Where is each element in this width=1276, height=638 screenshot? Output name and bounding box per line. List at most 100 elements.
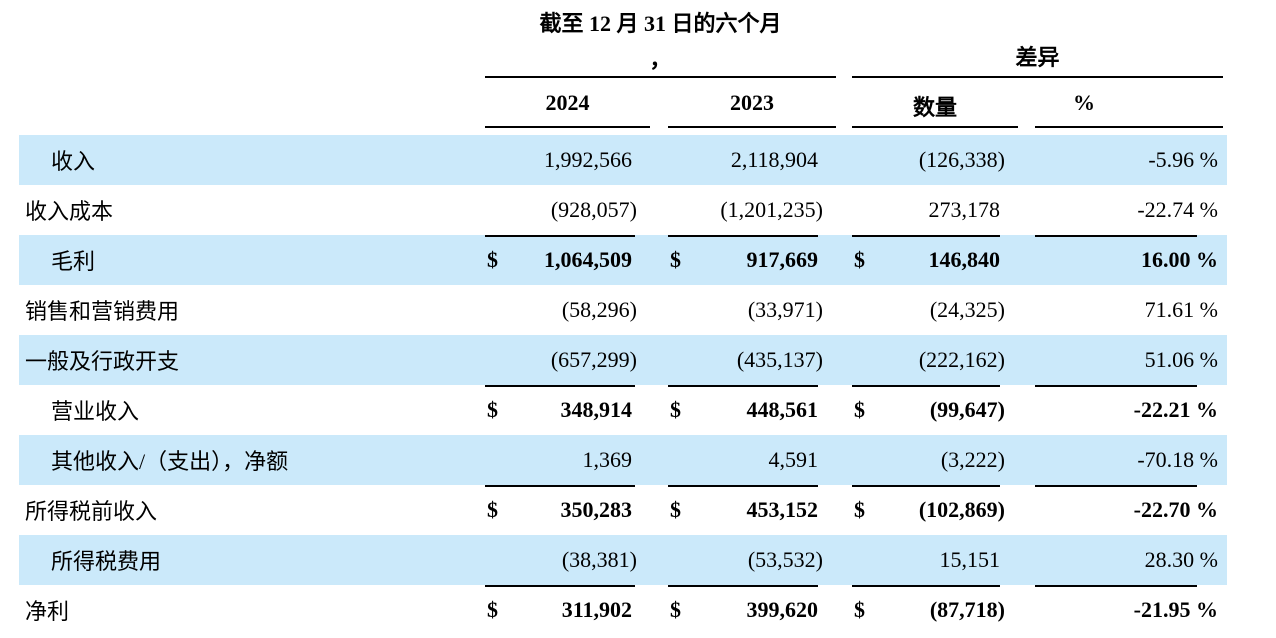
value-2023: 453,152 [746,497,819,522]
cell-diff-percent: 51.06 % [1035,335,1223,385]
value-2023: (435,137) [736,347,823,372]
diff-percent: -21.95 % [1133,597,1218,622]
column-rule-amount [852,126,1018,128]
column-header-2023: 2023 [730,90,774,115]
value-2024: 348,914 [560,397,633,422]
cell-diff-percent: -5.96 % [1035,135,1223,185]
value-2023: 2,118,904 [730,147,818,172]
dollar-sign: $ [670,397,681,422]
diff-amount: 146,840 [928,247,1001,272]
diff-percent: -70.18 % [1137,447,1218,472]
column-gap [836,585,852,635]
column-header-amount: 数量 [912,95,957,120]
column-gap [1018,335,1035,385]
column-gap [836,235,852,285]
cell-diff-percent: 71.61 % [1035,285,1223,335]
column-gap [1018,485,1035,535]
table-row: 销售和营销费用 (58,296) (33,971) (24,325) 71.61… [19,285,1227,335]
value-2024: (38,381) [561,547,637,572]
cell-diff-percent: -70.18 % [1035,435,1223,485]
column-gap [650,235,668,285]
cell-2023: 4,591 [668,435,836,485]
diff-percent: 16.00 % [1141,247,1218,272]
value-2024: 350,283 [560,497,633,522]
table-row: 所得税费用 (38,381) (53,532) 15,151 28.30 % [19,535,1227,585]
row-label: 收入 [51,149,96,174]
column-gap [650,535,668,585]
value-2023: 917,669 [746,247,819,272]
column-gap [650,135,668,185]
table-row: 其他收入/（支出），净额 1,369 4,591 (3,222) -70.18 … [19,435,1227,485]
column-rule-2024 [485,126,650,128]
diff-amount: (102,869) [918,497,1005,522]
row-label: 一般及行政开支 [25,349,180,374]
row-label: 其他收入/（支出），净额 [51,449,289,474]
column-gap [1018,185,1035,235]
period-header-rule [485,76,836,78]
diff-header-rule [852,76,1223,78]
cell-2023: $ 448,561 [668,385,836,435]
cell-2023: (33,971) [668,285,836,335]
diff-header-title: 差异 [1015,45,1060,70]
diff-percent: -22.70 % [1133,497,1218,522]
cell-diff-amount: $ 146,840 [852,235,1018,285]
dollar-sign: $ [854,397,865,422]
column-gap [1018,435,1035,485]
cell-2024: (38,381) [485,535,650,585]
cell-2024: $ 348,914 [485,385,650,435]
dollar-sign: $ [670,597,681,622]
row-label: 净利 [25,599,70,624]
cell-diff-percent: 16.00 % [1035,235,1223,285]
cell-2024: (928,057) [485,185,650,235]
dollar-sign: $ [487,397,498,422]
column-gap [836,385,852,435]
period-header-title: 截至 12 月 31 日的六个月 [539,11,782,36]
row-label: 所得税前收入 [25,499,158,524]
column-gap [1018,135,1035,185]
column-gap [650,435,668,485]
column-rule-2023 [668,126,836,128]
column-gap [650,285,668,335]
cell-2024: (657,299) [485,335,650,385]
value-2023: 4,591 [768,447,819,472]
value-2024: (928,057) [550,197,637,222]
value-2023: (53,532) [747,547,823,572]
column-gap [650,485,668,535]
cell-2024: $ 350,283 [485,485,650,535]
column-gap [650,185,668,235]
cell-2023: 2,118,904 [668,135,836,185]
table-row: 营业收入 $ 348,914 $ 448,561 $ (99,647) -22.… [19,385,1227,435]
cell-diff-percent: -22.21 % [1035,385,1223,435]
column-gap [836,285,852,335]
table-body: 收入 1,992,566 2,118,904 (126,338) -5.96 %… [19,135,1227,635]
value-2024: 1,369 [582,447,633,472]
value-2023: 448,561 [746,397,819,422]
dollar-sign: $ [670,497,681,522]
diff-percent: 28.30 % [1144,547,1218,572]
table-row: 一般及行政开支 (657,299) (435,137) (222,162) 51… [19,335,1227,385]
dollar-sign: $ [854,597,865,622]
financial-statement-table: 截至 12 月 31 日的六个月 ， 差异 2024 2023 数量 % 收入 … [19,0,1227,635]
diff-amount: 273,178 [928,197,1001,222]
cell-diff-percent: -21.95 % [1035,585,1223,635]
value-2023: (33,971) [747,297,823,322]
column-header-2024: 2024 [545,90,590,115]
cell-2023: (435,137) [668,335,836,385]
value-2024: (657,299) [550,347,637,372]
diff-percent: 71.61 % [1144,297,1218,322]
column-gap [836,135,852,185]
dollar-sign: $ [670,247,681,272]
cell-diff-amount: (222,162) [852,335,1018,385]
cell-diff-amount: $ (102,869) [852,485,1018,535]
cell-2024: 1,992,566 [485,135,650,185]
dollar-sign: $ [854,497,865,522]
table-row: 毛利 $ 1,064,509 $ 917,669 $ 146,840 16.00… [19,235,1227,285]
row-label: 收入成本 [25,199,114,224]
dollar-sign: $ [487,497,498,522]
cell-2023: $ 399,620 [668,585,836,635]
diff-amount: (3,222) [940,447,1005,472]
value-2024: 311,902 [561,597,632,622]
cell-diff-amount: $ (99,647) [852,385,1018,435]
cell-2023: $ 917,669 [668,235,836,285]
diff-amount: (87,718) [929,597,1005,622]
